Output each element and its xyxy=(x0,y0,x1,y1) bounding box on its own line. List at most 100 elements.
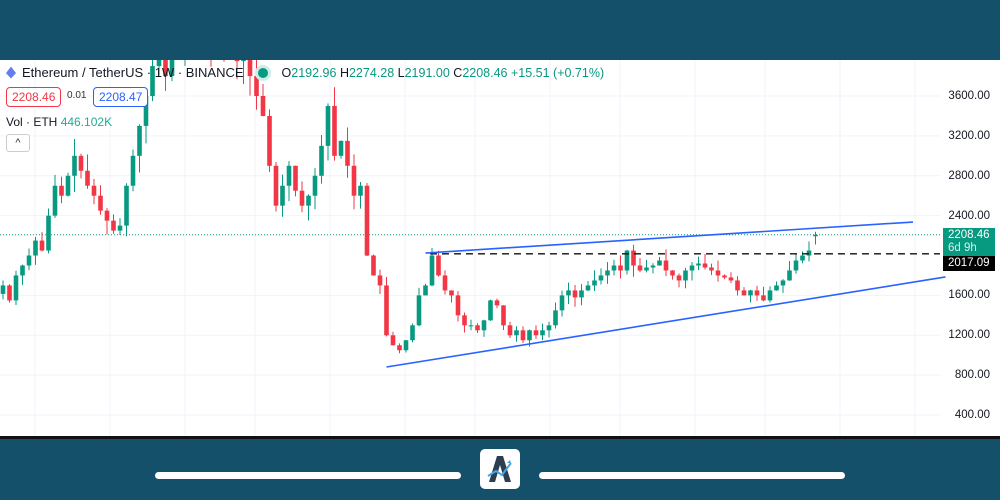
candle-body xyxy=(59,185,64,196)
candle-body xyxy=(85,170,90,186)
candle-body xyxy=(631,250,636,266)
candle-body xyxy=(143,96,149,126)
candle-body xyxy=(390,335,396,346)
candle-body xyxy=(553,310,558,326)
last-price-tag: 2208.46 6d 9h xyxy=(943,227,995,256)
candle-body xyxy=(46,215,51,251)
level-price-tag: 2017.09 xyxy=(943,255,995,271)
y-tick-label: 800.00 xyxy=(954,369,990,382)
candle-body xyxy=(293,165,298,191)
candle-body xyxy=(533,330,539,336)
candle-body xyxy=(793,260,799,271)
candle-body xyxy=(663,260,669,271)
candle-body xyxy=(501,305,506,326)
candle-body xyxy=(163,60,168,77)
volume-legend: Vol · ETH 446.102K xyxy=(6,115,113,129)
candle-body xyxy=(26,255,32,266)
candle-body xyxy=(299,190,305,206)
y-tick-label: 400.00 xyxy=(954,409,990,422)
candle-body xyxy=(449,290,454,296)
candle-body xyxy=(52,185,58,216)
candle-body xyxy=(410,325,415,341)
candle-body xyxy=(91,185,97,196)
candle-body xyxy=(137,125,142,156)
bottom-banner xyxy=(0,439,1000,500)
candle-body xyxy=(20,265,25,276)
buy-button[interactable]: 2208.47 xyxy=(93,87,149,107)
candle-body xyxy=(546,325,552,331)
candle-body xyxy=(377,275,383,286)
ohlc-values: O2192.96 H2274.28 L2191.00 C2208.46 +15.… xyxy=(281,65,605,80)
candle-body xyxy=(780,280,786,286)
candlestick-plot[interactable] xyxy=(0,60,1000,437)
candle-body xyxy=(494,300,500,306)
candle-body xyxy=(39,240,45,251)
candle-body xyxy=(429,255,435,286)
brand-logo xyxy=(480,449,520,489)
candle-body xyxy=(468,325,474,327)
decorative-bar-right xyxy=(539,472,845,479)
candle-body xyxy=(371,255,376,276)
candle-body xyxy=(286,165,292,186)
y-tick-label: 1200.00 xyxy=(948,329,990,342)
chart-legend: Ethereum / TetherUS · 1W · BINANCE O2192… xyxy=(6,65,604,80)
candle-body xyxy=(169,60,175,77)
candle-body xyxy=(345,140,350,166)
candle-body xyxy=(774,285,779,291)
candle-body xyxy=(442,275,448,291)
candle-body xyxy=(670,270,675,276)
candle-body xyxy=(241,60,246,62)
candle-body xyxy=(124,185,129,226)
candle-body xyxy=(702,263,708,268)
candle-body xyxy=(748,290,753,296)
candle-body xyxy=(416,295,422,326)
price-chart[interactable]: Ethereum / TetherUS · 1W · BINANCE O2192… xyxy=(0,60,1000,437)
candle-body xyxy=(514,330,519,336)
candle-body xyxy=(657,260,662,266)
candle-body xyxy=(98,195,103,211)
y-tick-label: 3600.00 xyxy=(948,90,990,102)
candle-body xyxy=(351,165,357,196)
candle-body xyxy=(7,285,12,301)
candle-body xyxy=(624,250,630,271)
candle-body xyxy=(735,280,740,291)
candle-body xyxy=(566,290,571,296)
candle-body xyxy=(267,115,272,166)
chevron-up-icon: ^ xyxy=(15,137,21,149)
candle-body xyxy=(397,345,402,351)
candle-body xyxy=(234,60,240,62)
candle-body xyxy=(676,275,682,281)
candle-body xyxy=(637,265,643,271)
candle-body xyxy=(13,275,19,301)
candle-body xyxy=(111,220,116,231)
collapse-button[interactable]: ^ xyxy=(6,134,30,152)
candle-body xyxy=(754,290,760,296)
candle-body xyxy=(728,277,734,281)
candle-body xyxy=(65,175,71,196)
candle-body xyxy=(72,155,77,176)
sell-button[interactable]: 2208.46 xyxy=(6,87,62,107)
candle-body xyxy=(806,250,812,256)
trendline xyxy=(386,276,946,368)
candle-body xyxy=(156,60,162,67)
candle-body xyxy=(722,275,727,278)
candle-body xyxy=(611,265,617,271)
candle-body xyxy=(481,320,487,331)
candle-body xyxy=(117,225,123,231)
candle-body xyxy=(579,290,584,298)
candle-body xyxy=(696,263,701,266)
spread-value: 0.01 xyxy=(67,90,87,101)
candle-body xyxy=(104,210,110,221)
candle-body xyxy=(462,315,467,326)
symbol-title[interactable]: Ethereum / TetherUS · 1W · BINANCE xyxy=(22,65,244,80)
candle-body xyxy=(787,270,792,281)
candle-body xyxy=(338,140,344,156)
candle-body xyxy=(306,195,311,206)
candle-body xyxy=(33,240,38,256)
candle-body xyxy=(585,285,591,291)
candle-body xyxy=(559,295,565,311)
market-status-icon xyxy=(257,67,268,78)
candle-body xyxy=(800,255,805,261)
candle-body xyxy=(689,265,695,271)
trendline xyxy=(425,221,914,254)
